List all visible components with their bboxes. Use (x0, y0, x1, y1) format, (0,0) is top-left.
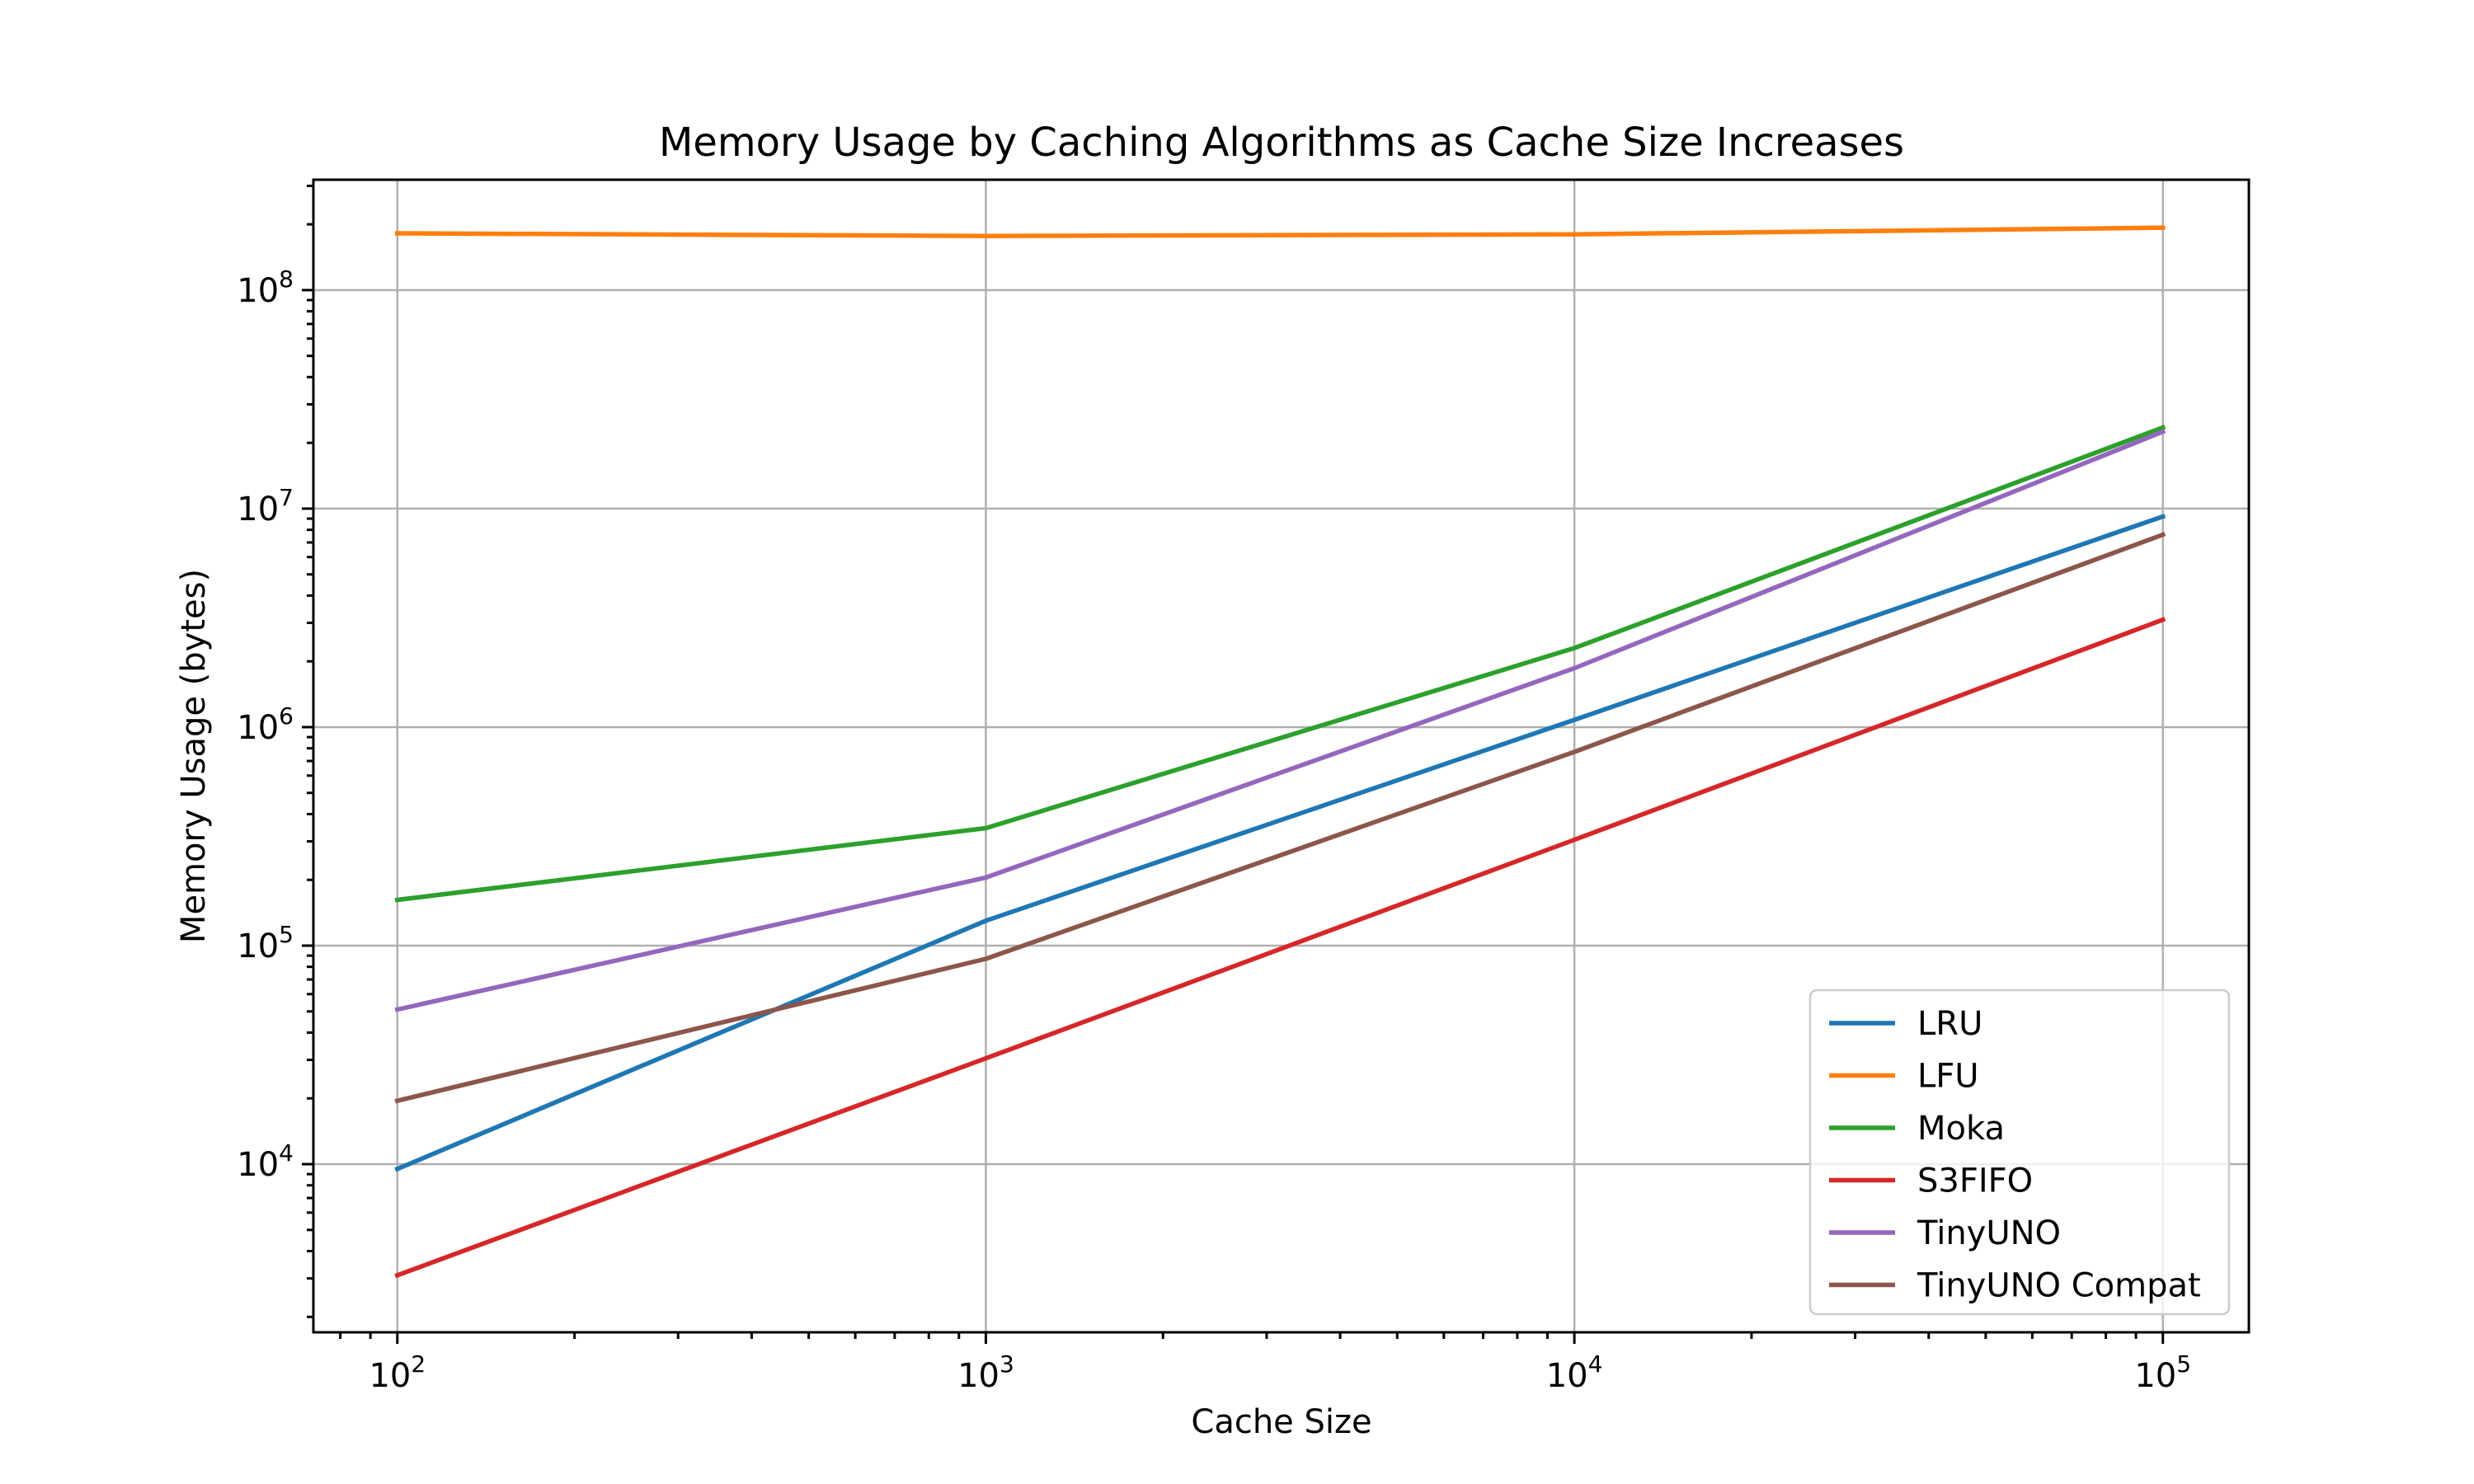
y-tick-labels: 104 105 106 107 108 (237, 265, 294, 1184)
y-tick-label: 107 (237, 484, 294, 528)
legend-label-moka: Moka (1917, 1110, 2005, 1148)
y-tick-label: 106 (237, 702, 294, 747)
x-tick-label: 103 (957, 1350, 1014, 1395)
legend-label-lru: LRU (1917, 1005, 1982, 1043)
y-tick-label: 105 (237, 921, 294, 965)
axis-ticks (302, 184, 2165, 1344)
y-tick-label: 108 (237, 265, 294, 310)
x-tick-label: 104 (1546, 1350, 1603, 1395)
series-line-lfu (395, 225, 2166, 238)
legend-label-tinyuno: TinyUNO (1917, 1214, 2061, 1252)
chart-title: Memory Usage by Caching Algorithms as Ca… (659, 120, 1904, 166)
series-line-moka (394, 425, 2166, 903)
series-line-lru (394, 514, 2166, 1172)
plot-frame (312, 178, 2251, 1334)
x-tick-label: 102 (369, 1350, 426, 1395)
legend-label-lfu: LFU (1917, 1058, 1979, 1096)
series-lines (394, 225, 2166, 1279)
plot-area (302, 178, 2251, 1344)
x-tick-labels: 102 103 104 105 (369, 1350, 2191, 1395)
series-line-s3fifo (394, 617, 2166, 1279)
legend-box (1808, 989, 2231, 1316)
x-tick-label: 105 (2134, 1350, 2191, 1395)
y-tick-label: 104 (237, 1139, 294, 1184)
legend: LRU LFU Moka S3FIFO TinyUNO TinyUNO Compat (1808, 989, 2231, 1316)
grid-lines (313, 180, 2249, 1332)
legend-label-tinyuno-compat: TinyUNO Compat (1917, 1267, 2201, 1305)
y-axis-label: Memory Usage (bytes) (175, 569, 213, 943)
series-line-tinyuno (394, 429, 2166, 1012)
series-line-tinyuno-compat (394, 531, 2166, 1104)
legend-label-s3fifo: S3FIFO (1917, 1162, 2033, 1200)
x-axis-label: Cache Size (1191, 1403, 1371, 1441)
